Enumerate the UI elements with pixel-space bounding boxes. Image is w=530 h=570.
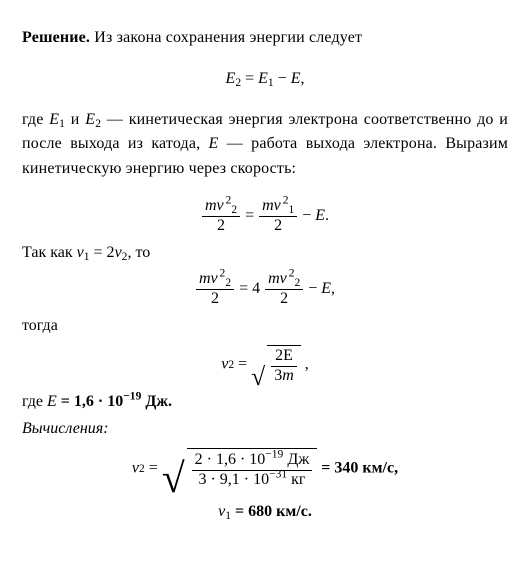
eq2-lden: 2 [202, 217, 240, 235]
p2-e3: E [209, 135, 219, 152]
p2-e2: E [85, 111, 95, 128]
eq5-sqrt: √ 2 · 1,6 · 10−19 Дж 3 · 9,1 · 10−31 кг [162, 448, 317, 490]
p3-t1: Так как [22, 244, 77, 261]
p3-v1: v [77, 244, 84, 261]
eq3-rb-sub: 2 [294, 278, 300, 290]
eq1-r1: E [258, 70, 268, 87]
eq5-num-unit: Дж [283, 451, 309, 468]
p3-eq: = 2 [90, 244, 115, 261]
p2-e1: E [49, 111, 59, 128]
para-then: тогда [22, 314, 508, 339]
equation-v2-result: v2 = √ 2E 3m , [22, 345, 508, 385]
eq3-eq: = [239, 280, 252, 297]
eq2-rden: 2 [259, 217, 297, 235]
eq1-eq: = [241, 70, 258, 87]
eq4-den-b: m [282, 367, 294, 384]
eq3-minus: − [308, 280, 321, 297]
eq2-rb-sub: 1 [288, 204, 294, 216]
eq2-lb-sub: 2 [231, 204, 237, 216]
eq2-E: E [315, 207, 325, 224]
p3-v2: v [115, 244, 122, 261]
eq1-comma: , [300, 70, 304, 87]
eq4-sqrt: √ 2E 3m [251, 345, 301, 385]
eq5-eq: = [145, 459, 162, 476]
eq4-den-a: 3 [274, 367, 282, 384]
eq3-left-frac: mv22 2 [196, 271, 234, 308]
eq6-eq: = [231, 503, 248, 520]
eq3-ra: m [268, 270, 280, 287]
eq5-eq2: = [321, 459, 334, 476]
eq2-left-frac: mv22 2 [202, 198, 240, 235]
eq3-lb-sub: 2 [225, 278, 231, 290]
eq6-res: 680 [248, 503, 272, 520]
eq5-v: v [132, 459, 139, 476]
eq3-rb: v [280, 270, 287, 287]
equation-numeric: v2 = √ 2 · 1,6 · 10−19 Дж 3 · 9,1 · 10−3… [22, 448, 508, 490]
eq6-unit: км/с. [272, 503, 312, 520]
eq2-minus: − [302, 207, 315, 224]
eq5-frac: 2 · 1,6 · 10−19 Дж 3 · 9,1 · 10−31 кг [192, 452, 313, 489]
eq3-comma: , [331, 280, 335, 297]
solution-page: Решение. Из закона сохранения энергии сл… [0, 0, 530, 536]
eq3-coef: 4 [252, 280, 264, 297]
p6-t: Вычисления: [22, 420, 109, 437]
eq2-rb: v [274, 197, 281, 214]
eq2-la: m [205, 197, 217, 214]
eq5-den-a: 3 · 9,1 · 10 [198, 471, 269, 488]
heading-tail: Из закона сохранения энергии следует [90, 29, 362, 46]
eq5-num-exp: −19 [265, 449, 283, 461]
eq5-den-exp: −31 [269, 468, 287, 480]
eq1-r2: E [291, 70, 301, 87]
eq2-dot: . [325, 207, 329, 224]
heading-line: Решение. Из закона сохранения энергии сл… [22, 26, 508, 51]
eq4-comma: , [301, 355, 309, 372]
p5-exp: −19 [123, 391, 141, 403]
para-computations: Вычисления: [22, 417, 508, 442]
eq2-right-frac: mv21 2 [259, 198, 297, 235]
p5-t2: = 1,6 · 10 [57, 393, 123, 410]
eq2-eq: = [245, 207, 258, 224]
eq3-la: m [199, 270, 211, 287]
para-where-E: где E = 1,6 · 10−19 Дж. [22, 390, 508, 415]
eq2-ra: m [262, 197, 274, 214]
eq3-rden: 2 [265, 290, 303, 308]
para-since: Так как v1 = 2v2, то [22, 241, 508, 266]
eq5-res: 340 [334, 459, 358, 476]
radical-icon: √ [162, 466, 185, 492]
eq4-frac: 2E 3m [271, 348, 297, 385]
eq3-lden: 2 [196, 290, 234, 308]
heading-label: Решение. [22, 29, 90, 46]
eq1-minus: − [274, 70, 291, 87]
eq5-num-a: 2 · 1,6 · 10 [195, 451, 266, 468]
eq2-lb: v [217, 197, 224, 214]
p5-t1: где [22, 393, 47, 410]
p5-E: E [47, 393, 57, 410]
eq3-E: E [321, 280, 331, 297]
eq4-eq: = [234, 355, 251, 372]
equation-substituted: mv22 2 = 4 mv22 2 − E, [22, 271, 508, 308]
para-definitions: где E1 и E2 — кинетическая энергия элект… [22, 108, 508, 182]
eq3-right-frac: mv22 2 [265, 271, 303, 308]
equation-kinetic-expanded: mv22 2 = mv21 2 − E. [22, 198, 508, 235]
eq1-lhs: E [226, 70, 236, 87]
p5-t3: Дж. [141, 393, 172, 410]
eq3-lb: v [211, 270, 218, 287]
p2-t2: и [65, 111, 85, 128]
radical-icon: √ [251, 369, 265, 386]
p2-t1: где [22, 111, 49, 128]
eq4-num: 2E [275, 347, 293, 364]
eq5-unit: км/с, [358, 459, 398, 476]
p3-t2: , то [127, 244, 150, 261]
p4-t: тогда [22, 317, 58, 334]
equation-energy-conservation: E2 = E1 − E, [22, 67, 508, 92]
equation-v1-result: v1 = 680 км/с. [22, 500, 508, 525]
eq5-den-unit: кг [287, 471, 305, 488]
